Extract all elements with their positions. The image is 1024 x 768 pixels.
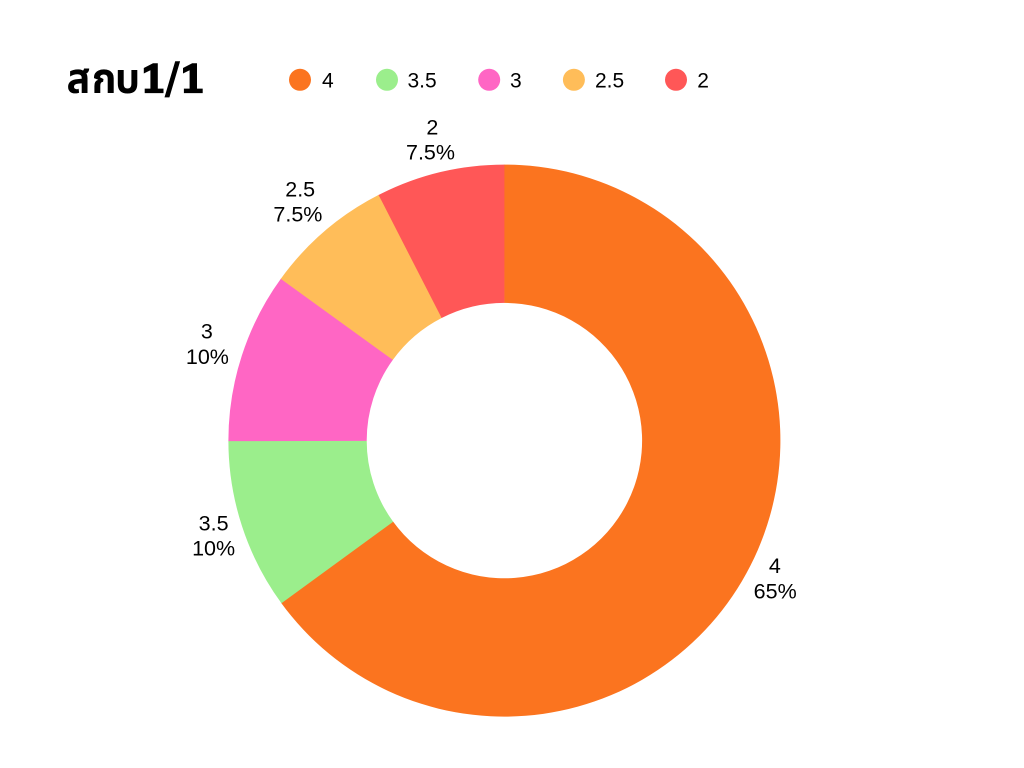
svg-text:4: 4	[322, 69, 334, 92]
svg-text:2.5: 2.5	[595, 69, 624, 92]
svg-text:2: 2	[697, 69, 709, 92]
svg-text:2.5: 2.5	[285, 178, 315, 202]
svg-text:10%: 10%	[186, 345, 229, 369]
svg-text:3.5: 3.5	[199, 511, 229, 535]
svg-text:4: 4	[769, 554, 781, 578]
svg-text:65%: 65%	[754, 579, 797, 603]
svg-text:7.5%: 7.5%	[273, 203, 322, 227]
svg-text:10%: 10%	[192, 536, 235, 560]
svg-text:7.5%: 7.5%	[406, 140, 455, 164]
svg-text:3: 3	[510, 69, 522, 92]
svg-text:2: 2	[426, 116, 438, 140]
svg-text:3: 3	[201, 320, 213, 344]
svg-text:3.5: 3.5	[408, 69, 437, 92]
